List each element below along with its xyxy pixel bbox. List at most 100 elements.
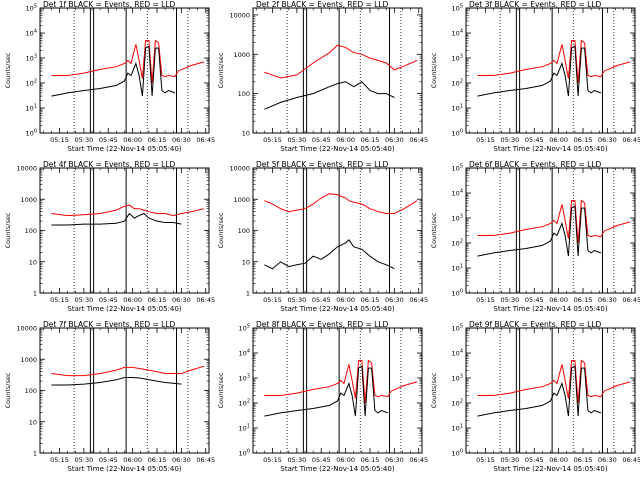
y-tick-exponent: 2 bbox=[247, 399, 250, 405]
y-tick-label: 101 bbox=[452, 424, 463, 433]
x-tick-label: 06:45 bbox=[409, 456, 428, 464]
lld-series-line bbox=[51, 39, 205, 84]
x-tick-label: 05:15 bbox=[263, 456, 282, 464]
x-tick-label: 05:15 bbox=[50, 456, 69, 464]
y-tick-label: 100 bbox=[25, 227, 37, 235]
y-tick-label: 100 bbox=[238, 90, 250, 98]
y-tick-label: 105 bbox=[452, 324, 463, 333]
plot-frame bbox=[252, 167, 423, 294]
panel-title: Det 5f BLACK = Events, RED = LLD bbox=[256, 160, 389, 169]
x-tick-label: 05:45 bbox=[312, 296, 331, 304]
detector-panel: Det 5f BLACK = Events, RED = LLD Counts/s… bbox=[217, 160, 428, 313]
x-tick-label: 05:45 bbox=[525, 136, 544, 144]
lld-series-line bbox=[477, 39, 631, 84]
y-tick-exponent: 1 bbox=[460, 104, 463, 110]
y-tick-label: 10 bbox=[242, 130, 250, 138]
y-tick-exponent: 0 bbox=[34, 129, 37, 135]
x-axis-label: Start Time (22-Nov-14 05:05:40) bbox=[67, 305, 181, 313]
x-tick-label: 06:30 bbox=[598, 136, 617, 144]
x-tick-label: 05:45 bbox=[99, 456, 118, 464]
y-tick-label: 10000 bbox=[16, 325, 37, 333]
y-axis-label: Counts/sec bbox=[4, 52, 12, 88]
x-tick-label: 06:45 bbox=[196, 456, 215, 464]
events-series-line bbox=[477, 205, 602, 257]
y-tick-label: 105 bbox=[26, 4, 37, 13]
y-tick-exponent: 5 bbox=[247, 324, 250, 330]
y-tick-label: 1 bbox=[246, 290, 250, 298]
x-tick-label: 06:15 bbox=[361, 456, 380, 464]
y-tick-label: 104 bbox=[239, 349, 250, 358]
y-tick-label: 1000 bbox=[233, 51, 250, 59]
x-tick-label: 05:15 bbox=[476, 136, 495, 144]
x-tick-label: 06:30 bbox=[172, 136, 191, 144]
y-tick-label: 1000 bbox=[20, 196, 37, 204]
y-tick-label: 103 bbox=[26, 54, 37, 63]
x-tick-label: 06:30 bbox=[172, 456, 191, 464]
x-tick-label: 05:15 bbox=[476, 456, 495, 464]
y-tick-exponent: 5 bbox=[34, 4, 37, 10]
y-tick-label: 104 bbox=[452, 189, 463, 198]
y-tick-label: 10 bbox=[242, 258, 250, 266]
y-tick-exponent: 3 bbox=[460, 54, 463, 60]
y-tick-exponent: 1 bbox=[34, 104, 37, 110]
y-tick-exponent: 0 bbox=[460, 449, 463, 455]
detector-panel: Det 3f BLACK = Events, RED = LLD Counts/s… bbox=[430, 0, 640, 153]
x-tick-label: 06:30 bbox=[172, 296, 191, 304]
panel-title: Det 1f BLACK = Events, RED = LLD bbox=[43, 0, 176, 9]
y-tick-label: 103 bbox=[452, 54, 463, 63]
x-tick-label: 06:00 bbox=[123, 136, 142, 144]
x-tick-label: 05:15 bbox=[263, 136, 282, 144]
x-tick-label: 06:00 bbox=[549, 296, 568, 304]
x-tick-label: 05:45 bbox=[99, 296, 118, 304]
y-tick-exponent: 0 bbox=[247, 449, 250, 455]
y-tick-label: 100 bbox=[238, 227, 250, 235]
y-tick-label: 100 bbox=[25, 387, 37, 395]
lld-series-line bbox=[477, 359, 631, 404]
panel-title: Det 4f BLACK = Events, RED = LLD bbox=[43, 160, 176, 169]
x-axis-label: Start Time (22-Nov-14 05:05:40) bbox=[493, 145, 607, 153]
y-tick-label: 101 bbox=[452, 264, 463, 273]
events-series-line bbox=[264, 81, 395, 110]
x-tick-label: 06:45 bbox=[622, 456, 640, 464]
events-series-line bbox=[51, 45, 176, 97]
x-tick-label: 05:45 bbox=[99, 136, 118, 144]
y-tick-label: 10000 bbox=[229, 11, 250, 19]
y-tick-exponent: 3 bbox=[34, 54, 37, 60]
x-axis-label: Start Time (22-Nov-14 05:05:40) bbox=[280, 465, 394, 473]
lld-series-line bbox=[477, 199, 631, 244]
x-tick-label: 06:45 bbox=[622, 136, 640, 144]
y-tick-label: 105 bbox=[452, 4, 463, 13]
lld-series-line bbox=[51, 365, 205, 377]
x-tick-label: 06:00 bbox=[123, 296, 142, 304]
x-axis-label: Start Time (22-Nov-14 05:05:40) bbox=[493, 465, 607, 473]
y-tick-label: 10 bbox=[29, 418, 37, 426]
y-tick-exponent: 2 bbox=[460, 399, 463, 405]
x-tick-label: 05:30 bbox=[288, 296, 307, 304]
y-tick-exponent: 3 bbox=[460, 374, 463, 380]
x-tick-label: 06:00 bbox=[123, 456, 142, 464]
lld-series-line bbox=[264, 193, 418, 214]
x-tick-label: 05:30 bbox=[288, 136, 307, 144]
x-tick-label: 05:45 bbox=[525, 456, 544, 464]
detector-panel: Det 4f BLACK = Events, RED = LLD Counts/s… bbox=[4, 160, 215, 313]
x-tick-label: 06:30 bbox=[385, 136, 404, 144]
x-tick-label: 05:15 bbox=[50, 136, 69, 144]
plot-frame bbox=[39, 327, 210, 454]
y-axis-label: Counts/sec bbox=[430, 372, 438, 408]
y-tick-label: 101 bbox=[26, 104, 37, 113]
y-tick-label: 105 bbox=[452, 164, 463, 173]
x-tick-label: 06:00 bbox=[336, 136, 355, 144]
y-tick-exponent: 4 bbox=[460, 29, 463, 35]
x-tick-label: 05:30 bbox=[75, 456, 94, 464]
plot-frame bbox=[39, 7, 210, 134]
events-series-line bbox=[51, 212, 182, 226]
x-tick-label: 05:30 bbox=[501, 136, 520, 144]
lld-series-line bbox=[264, 44, 418, 79]
detector-panel: Det 9f BLACK = Events, RED = LLD Counts/s… bbox=[430, 320, 640, 473]
y-axis-label: Counts/sec bbox=[430, 52, 438, 88]
y-tick-exponent: 5 bbox=[460, 4, 463, 10]
y-tick-exponent: 4 bbox=[34, 29, 37, 35]
panel-title: Det 3f BLACK = Events, RED = LLD bbox=[469, 0, 602, 9]
y-tick-label: 103 bbox=[452, 214, 463, 223]
y-tick-exponent: 2 bbox=[460, 239, 463, 245]
